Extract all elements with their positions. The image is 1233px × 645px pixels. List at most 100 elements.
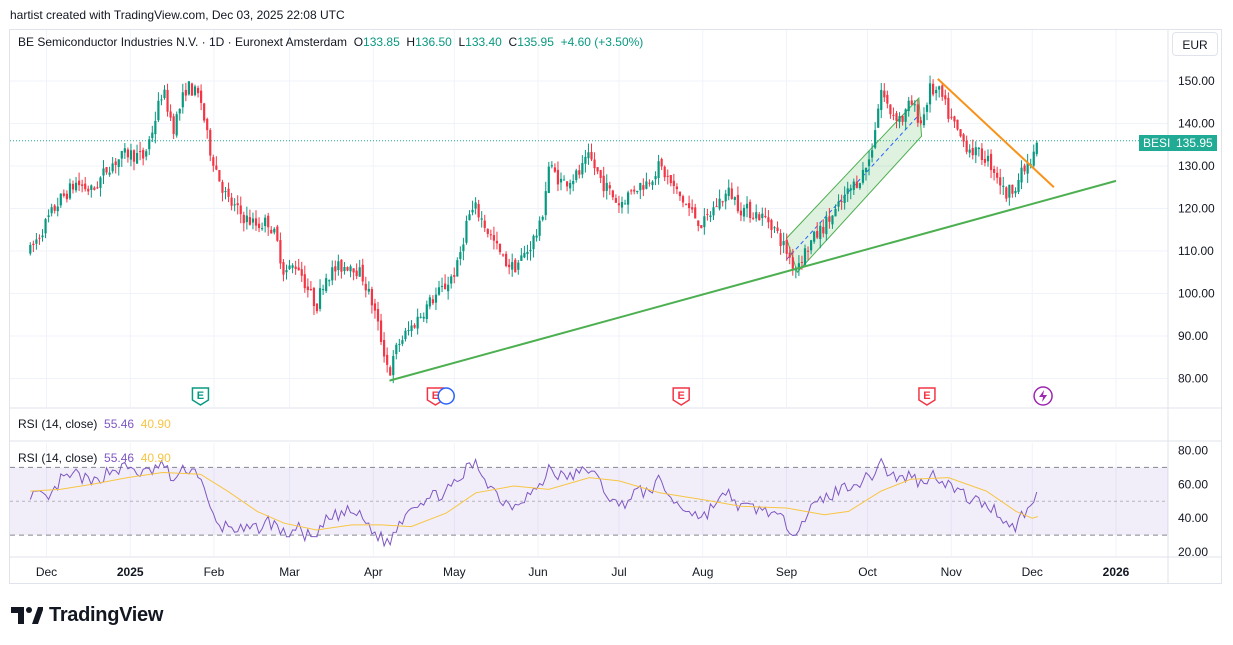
candle-body bbox=[471, 209, 474, 213]
candle-body bbox=[413, 325, 416, 328]
candle-body bbox=[556, 169, 560, 185]
candle-body bbox=[181, 92, 184, 108]
candle-body bbox=[523, 252, 526, 258]
candle-body bbox=[410, 325, 413, 331]
candle-body bbox=[306, 286, 309, 291]
candle-body bbox=[779, 233, 782, 246]
candle-body bbox=[654, 176, 657, 180]
candle-body bbox=[858, 183, 861, 189]
candle-body bbox=[355, 270, 358, 277]
y-tick-label: 100.00 bbox=[1178, 287, 1215, 301]
candle-body bbox=[337, 261, 340, 271]
earnings-marker[interactable] bbox=[918, 387, 936, 406]
earnings-marker[interactable] bbox=[672, 387, 690, 406]
candle-body bbox=[999, 177, 1002, 186]
y-tick-label: 110.00 bbox=[1178, 244, 1214, 258]
candle-body bbox=[215, 165, 218, 170]
symbol-name[interactable]: BE Semiconductor Industries N.V. · 1D · … bbox=[18, 35, 348, 49]
y-tick-label: 140.00 bbox=[1178, 117, 1215, 131]
x-tick-label: Apr bbox=[364, 565, 383, 579]
candle-body bbox=[819, 225, 822, 240]
candle-body bbox=[209, 130, 212, 156]
candle-body bbox=[309, 289, 312, 291]
rsi-legend-collapsed[interactable]: RSI (14, close) 55.46 40.90 bbox=[18, 417, 171, 431]
candle-body bbox=[135, 153, 139, 164]
dividend-marker[interactable] bbox=[437, 387, 455, 405]
candle-body bbox=[1023, 165, 1026, 172]
support-trendline[interactable] bbox=[389, 179, 1117, 382]
candle-body bbox=[694, 207, 697, 219]
x-tick-label: Jul bbox=[611, 565, 626, 579]
candle-body bbox=[166, 89, 169, 112]
candle-body bbox=[526, 251, 529, 254]
candle-body bbox=[38, 237, 41, 239]
candle-body bbox=[681, 196, 685, 203]
candle-body bbox=[288, 265, 291, 270]
candle-body bbox=[849, 188, 852, 191]
candle-body bbox=[938, 86, 941, 90]
candle-body bbox=[602, 175, 605, 192]
candle-body bbox=[983, 158, 987, 163]
candle-body bbox=[199, 90, 203, 103]
rsi-ma-value: 40.90 bbox=[140, 417, 171, 431]
candle-body bbox=[456, 260, 459, 277]
candle-body bbox=[864, 167, 868, 173]
rsi-legend[interactable]: RSI (14, close) 55.46 40.90 bbox=[18, 451, 171, 465]
candle-body bbox=[550, 165, 553, 167]
candle-body bbox=[138, 151, 142, 153]
tradingview-logo[interactable]: TradingView bbox=[11, 604, 163, 627]
low-label: L bbox=[458, 35, 466, 49]
candle-body bbox=[788, 252, 791, 258]
candle-body bbox=[733, 197, 736, 200]
candle-body bbox=[996, 172, 999, 178]
flash-icon bbox=[1039, 390, 1048, 402]
candle-body bbox=[96, 187, 99, 189]
candle-body bbox=[736, 194, 739, 212]
candle-body bbox=[236, 203, 239, 206]
rsi-ma-value: 40.90 bbox=[140, 451, 171, 465]
candle-body bbox=[53, 205, 56, 211]
rsi-y-tick-label: 60.00 bbox=[1178, 477, 1208, 491]
candle-body bbox=[633, 189, 636, 192]
currency-button[interactable]: EUR bbox=[1172, 32, 1218, 56]
candle-body bbox=[980, 148, 983, 160]
candle-body bbox=[941, 85, 944, 97]
candle-body bbox=[840, 201, 843, 203]
candle-body bbox=[547, 166, 550, 193]
candle-body bbox=[389, 367, 392, 376]
candle-body bbox=[739, 210, 743, 216]
candle-body bbox=[376, 308, 380, 322]
candle-body bbox=[697, 220, 700, 226]
candle-body bbox=[520, 255, 523, 261]
candle-body bbox=[419, 316, 422, 318]
candle-body bbox=[443, 283, 447, 290]
candle-body bbox=[614, 198, 617, 203]
candle-body bbox=[114, 161, 117, 166]
candle-body bbox=[785, 239, 788, 254]
candle-body bbox=[126, 149, 129, 158]
candle-body bbox=[111, 163, 114, 172]
candle-body bbox=[562, 179, 566, 181]
rsi-label: RSI (14, close) bbox=[18, 417, 98, 431]
resistance-trendline[interactable] bbox=[937, 78, 1055, 188]
candle-body bbox=[846, 188, 849, 194]
candle-body bbox=[352, 268, 355, 273]
candle-body bbox=[898, 116, 901, 122]
earnings-marker[interactable] bbox=[191, 387, 210, 406]
candle-body bbox=[581, 163, 584, 175]
candle-body bbox=[187, 81, 190, 95]
candle-body bbox=[35, 239, 38, 244]
candle-body bbox=[529, 249, 532, 252]
candle-body bbox=[312, 288, 316, 307]
candle-body bbox=[285, 270, 288, 273]
candle-body bbox=[770, 219, 773, 231]
candle-body bbox=[517, 262, 520, 270]
close-label: C bbox=[508, 35, 518, 49]
candle-body bbox=[575, 170, 578, 181]
candle-body bbox=[190, 83, 194, 96]
candle-body bbox=[254, 218, 258, 226]
candle-body bbox=[401, 340, 404, 344]
candle-body bbox=[825, 217, 828, 235]
candle-body bbox=[386, 354, 389, 365]
